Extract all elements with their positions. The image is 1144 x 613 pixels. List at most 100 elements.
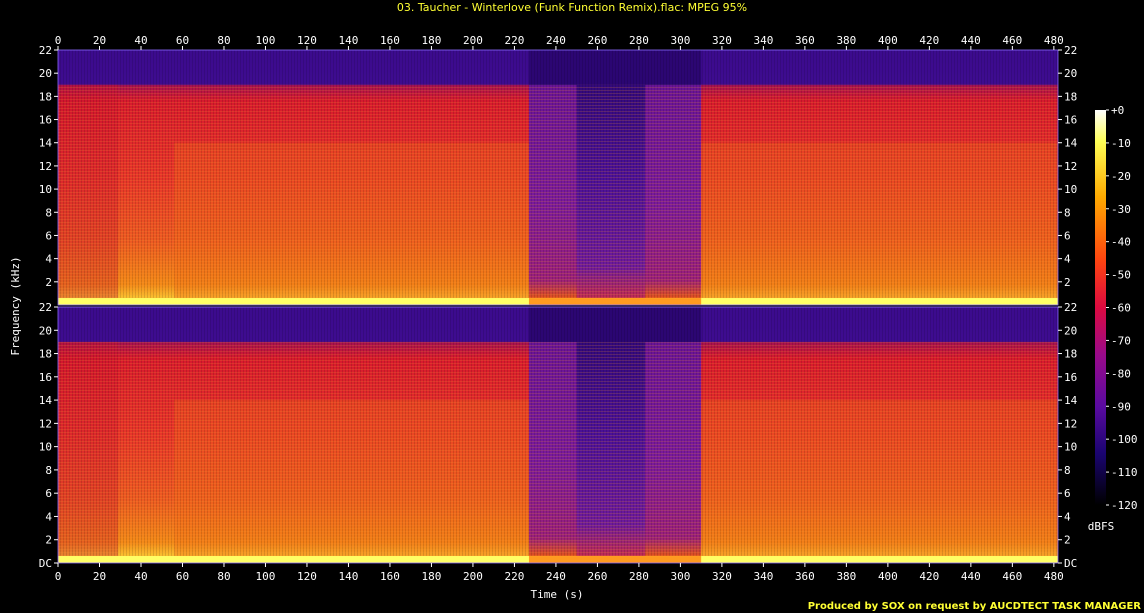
- x-tick-label-bottom-12: 240: [546, 570, 566, 583]
- y-tick-label-left-1-1: 2: [45, 534, 52, 547]
- y-tick-label-left-1-6: 12: [39, 417, 52, 430]
- panel-frame: [57, 306, 1059, 564]
- y-tick-label-left-0-7: 16: [39, 114, 52, 127]
- y-tick-label-left-0-9: 20: [39, 67, 52, 80]
- bass-line-quiet: [528, 556, 702, 563]
- channel-1-spectrogram: [57, 49, 1059, 306]
- y-tick-label-right-1-5: 10: [1064, 441, 1077, 454]
- y-tick-label-right-0-4: 10: [1064, 183, 1077, 196]
- x-tick-label-top-16: 320: [712, 34, 732, 47]
- x-tick-label-top-24: 480: [1044, 34, 1064, 47]
- y-tick-label-right-1-8: 16: [1064, 371, 1077, 384]
- chart-title: 03. Taucher - Winterlove (Funk Function …: [396, 1, 748, 14]
- x-tick-label-top-23: 460: [1002, 34, 1022, 47]
- y-tick-label-right-1-6: 12: [1064, 417, 1077, 430]
- x-tick-label-top-9: 180: [422, 34, 442, 47]
- x-tick-label-top-5: 100: [256, 34, 276, 47]
- x-tick-label-top-3: 60: [176, 34, 189, 47]
- y-tick-label-left-0-4: 10: [39, 183, 52, 196]
- y-tick-label-left-0-5: 12: [39, 160, 52, 173]
- y-tick-label-right-0-0: 2: [1064, 276, 1071, 289]
- y-tick-label-left-1-4: 8: [45, 464, 52, 477]
- x-tick-label-bottom-2: 40: [134, 570, 147, 583]
- x-tick-label-top-10: 200: [463, 34, 483, 47]
- y-tick-label-right-1-4: 8: [1064, 464, 1071, 477]
- x-tick-label-bottom-5: 100: [256, 570, 276, 583]
- y-tick-label-left-0-0: 2: [45, 276, 52, 289]
- colorbar-tick-label-10: -100: [1111, 433, 1138, 446]
- x-tick-label-bottom-19: 380: [836, 570, 856, 583]
- x-tick-label-bottom-20: 400: [878, 570, 898, 583]
- y-tick-label-right-0-3: 8: [1064, 206, 1071, 219]
- y-tick-label-left-1-9: 18: [39, 348, 52, 361]
- x-tick-label-bottom-18: 360: [795, 570, 815, 583]
- y-tick-label-left-1-11: 22: [39, 301, 52, 314]
- colorbar-tick-label-7: -70: [1111, 334, 1131, 347]
- x-tick-label-top-17: 340: [753, 34, 773, 47]
- x-tick-label-bottom-24: 480: [1044, 570, 1064, 583]
- x-tick-label-bottom-15: 300: [670, 570, 690, 583]
- y-tick-label-left-1-8: 16: [39, 371, 52, 384]
- x-tick-label-top-1: 20: [93, 34, 106, 47]
- y-tick-label-left-0-6: 14: [39, 137, 53, 150]
- x-tick-label-top-4: 80: [217, 34, 230, 47]
- x-tick-label-top-6: 120: [297, 34, 317, 47]
- panel-frame: [57, 49, 1059, 306]
- x-tick-label-bottom-4: 80: [217, 570, 230, 583]
- x-tick-label-top-12: 240: [546, 34, 566, 47]
- y-tick-label-right-1-2: 4: [1064, 510, 1071, 523]
- colorbar-tick-label-1: -10: [1111, 137, 1131, 150]
- colorbar-tick-label-3: -30: [1111, 203, 1131, 216]
- x-tick-label-top-8: 160: [380, 34, 400, 47]
- y-tick-label-left-1-3: 6: [45, 487, 52, 500]
- y-tick-label-left-1-2: 4: [45, 510, 52, 523]
- x-tick-label-top-22: 440: [961, 34, 981, 47]
- colorbar-tick-label-12: -120: [1111, 499, 1138, 512]
- y-tick-label-right-0-1: 4: [1064, 253, 1071, 266]
- x-tick-label-bottom-14: 280: [629, 570, 649, 583]
- colorbar-tick-label-9: -90: [1111, 400, 1131, 413]
- x-tick-label-bottom-7: 140: [339, 570, 359, 583]
- x-tick-label-bottom-23: 460: [1002, 570, 1022, 583]
- y-tick-label-right-1-10: 20: [1064, 324, 1077, 337]
- x-tick-label-bottom-16: 320: [712, 570, 732, 583]
- channel-2-spectrogram: [57, 306, 1059, 564]
- x-tick-label-top-14: 280: [629, 34, 649, 47]
- y-tick-label-right-0-2: 6: [1064, 229, 1071, 242]
- x-tick-label-bottom-22: 440: [961, 570, 981, 583]
- y-tick-label-right-0-8: 18: [1064, 90, 1077, 103]
- bass-line-quiet: [528, 298, 702, 305]
- y-tick-label-right-0-10: 22: [1064, 44, 1077, 57]
- y-tick-label-left-0-2: 6: [45, 229, 52, 242]
- x-tick-label-top-15: 300: [670, 34, 690, 47]
- x-tick-label-bottom-11: 220: [504, 570, 524, 583]
- x-tick-label-top-19: 380: [836, 34, 856, 47]
- x-tick-label-top-0: 0: [55, 34, 62, 47]
- x-tick-label-bottom-21: 420: [919, 570, 939, 583]
- y-tick-label-right-1-11: 22: [1064, 301, 1077, 314]
- x-tick-label-bottom-3: 60: [176, 570, 189, 583]
- colorbar-tick-label-11: -110: [1111, 466, 1138, 479]
- x-tick-label-bottom-1: 20: [93, 570, 106, 583]
- y-tick-label-right-1-0: DC: [1064, 557, 1077, 570]
- x-tick-label-bottom-9: 180: [422, 570, 442, 583]
- colorbar-label: dBFS: [1088, 520, 1115, 533]
- y-tick-label-left-1-7: 14: [39, 394, 53, 407]
- x-tick-label-bottom-0: 0: [55, 570, 62, 583]
- footer-credit: Produced by SOX on request by AUCDTECT T…: [807, 601, 1141, 612]
- colorbar-tick-label-2: -20: [1111, 170, 1131, 183]
- x-tick-label-top-18: 360: [795, 34, 815, 47]
- y-tick-label-left-1-0: DC: [39, 557, 52, 570]
- x-tick-label-bottom-10: 200: [463, 570, 483, 583]
- y-tick-label-left-0-1: 4: [45, 253, 52, 266]
- colorbar-tick-label-0: +0: [1111, 104, 1124, 117]
- y-tick-label-right-1-9: 18: [1064, 348, 1077, 361]
- x-tick-label-bottom-13: 260: [587, 570, 607, 583]
- y-tick-label-left-0-8: 18: [39, 90, 52, 103]
- x-tick-label-bottom-6: 120: [297, 570, 317, 583]
- y-tick-label-right-1-3: 6: [1064, 487, 1071, 500]
- texture-horizontal: [58, 84, 1058, 305]
- y-tick-label-left-1-5: 10: [39, 441, 52, 454]
- y-axis-label: Frequency (kHz): [9, 256, 22, 355]
